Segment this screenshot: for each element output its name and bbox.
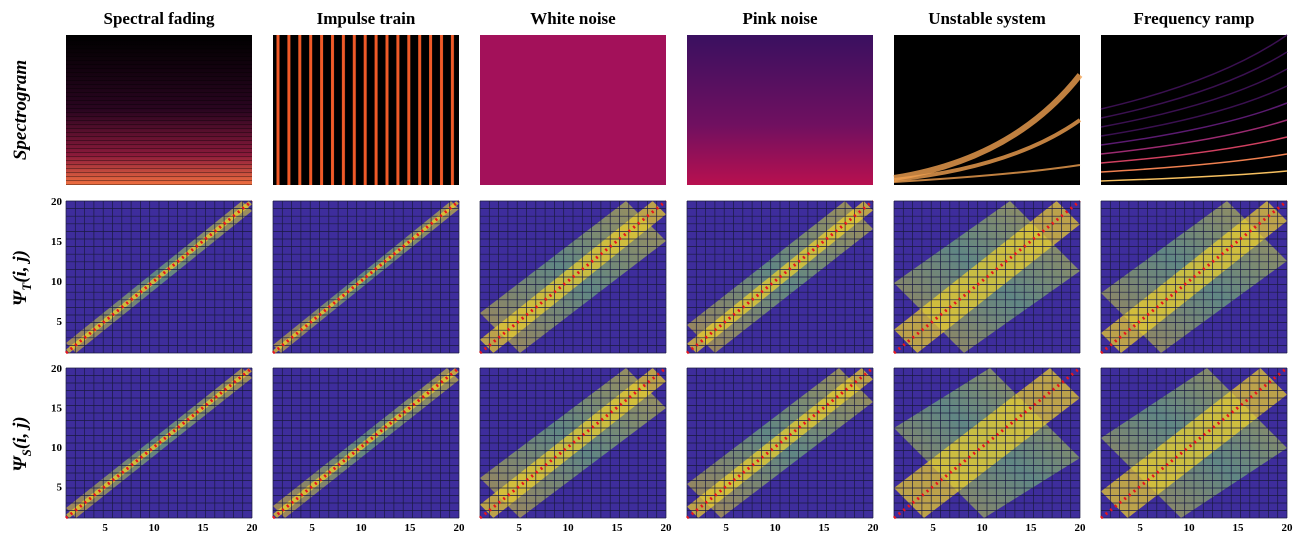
spectrogram <box>687 35 873 185</box>
column-title: Unstable system <box>928 9 1046 28</box>
x-tick-label: 15 <box>1233 522 1245 534</box>
row-label: ΨT(i, j) <box>10 250 34 306</box>
x-tick-label: 15 <box>198 522 210 534</box>
x-tick-label: 20 <box>868 522 880 534</box>
args: (i, j) <box>10 250 31 283</box>
column-title: Pink noise <box>742 9 818 28</box>
x-tick-label: 5 <box>930 522 936 534</box>
spectrogram <box>1101 35 1287 185</box>
y-tick-label: 5 <box>57 316 63 328</box>
y-tick-label: 15 <box>51 236 63 248</box>
spectrogram <box>273 35 459 185</box>
x-tick-label: 5 <box>102 522 108 534</box>
column-title: White noise <box>530 9 616 28</box>
row-label: ΨS(i, j) <box>10 416 34 471</box>
column-title: Frequency ramp <box>1133 9 1254 28</box>
x-tick-label: 15 <box>819 522 831 534</box>
x-tick-label: 10 <box>1184 522 1196 534</box>
x-tick-label: 15 <box>612 522 624 534</box>
panels: Spectral fading 5 10 15 20 5 10 15 20 5 10 15 20 Impu… <box>51 9 1293 534</box>
spectrogram <box>480 35 666 185</box>
y-tick-label: 10 <box>51 442 63 454</box>
y-tick-label: 20 <box>51 196 63 208</box>
x-tick-label: 5 <box>516 522 522 534</box>
subscript: S <box>19 449 34 456</box>
y-tick-label: 20 <box>51 363 63 375</box>
x-tick-label: 20 <box>1075 522 1087 534</box>
x-tick-label: 10 <box>149 522 161 534</box>
row-label: Spectrogram <box>10 60 31 160</box>
figure: Spectrogram ΨT(i, j) ΨS(i, j) Spectral f… <box>0 0 1296 537</box>
column-title: Impulse train <box>317 9 416 28</box>
y-tick-label: 5 <box>57 481 63 493</box>
x-tick-label: 15 <box>1026 522 1038 534</box>
y-tick-label: 15 <box>51 402 63 414</box>
spectrogram-lines <box>66 35 252 185</box>
x-tick-label: 5 <box>309 522 315 534</box>
x-tick-label: 15 <box>405 522 417 534</box>
x-tick-label: 10 <box>356 522 368 534</box>
x-tick-label: 10 <box>977 522 989 534</box>
x-tick-label: 20 <box>661 522 673 534</box>
y-tick-label: 10 <box>51 276 63 288</box>
x-tick-label: 10 <box>563 522 575 534</box>
args: (i, j) <box>10 416 31 449</box>
x-tick-label: 10 <box>770 522 782 534</box>
x-tick-label: 20 <box>247 522 259 534</box>
x-tick-label: 5 <box>723 522 729 534</box>
x-tick-label: 20 <box>1282 522 1294 534</box>
x-tick-label: 5 <box>1137 522 1143 534</box>
x-tick-label: 20 <box>454 522 466 534</box>
column-title: Spectral fading <box>104 9 215 28</box>
